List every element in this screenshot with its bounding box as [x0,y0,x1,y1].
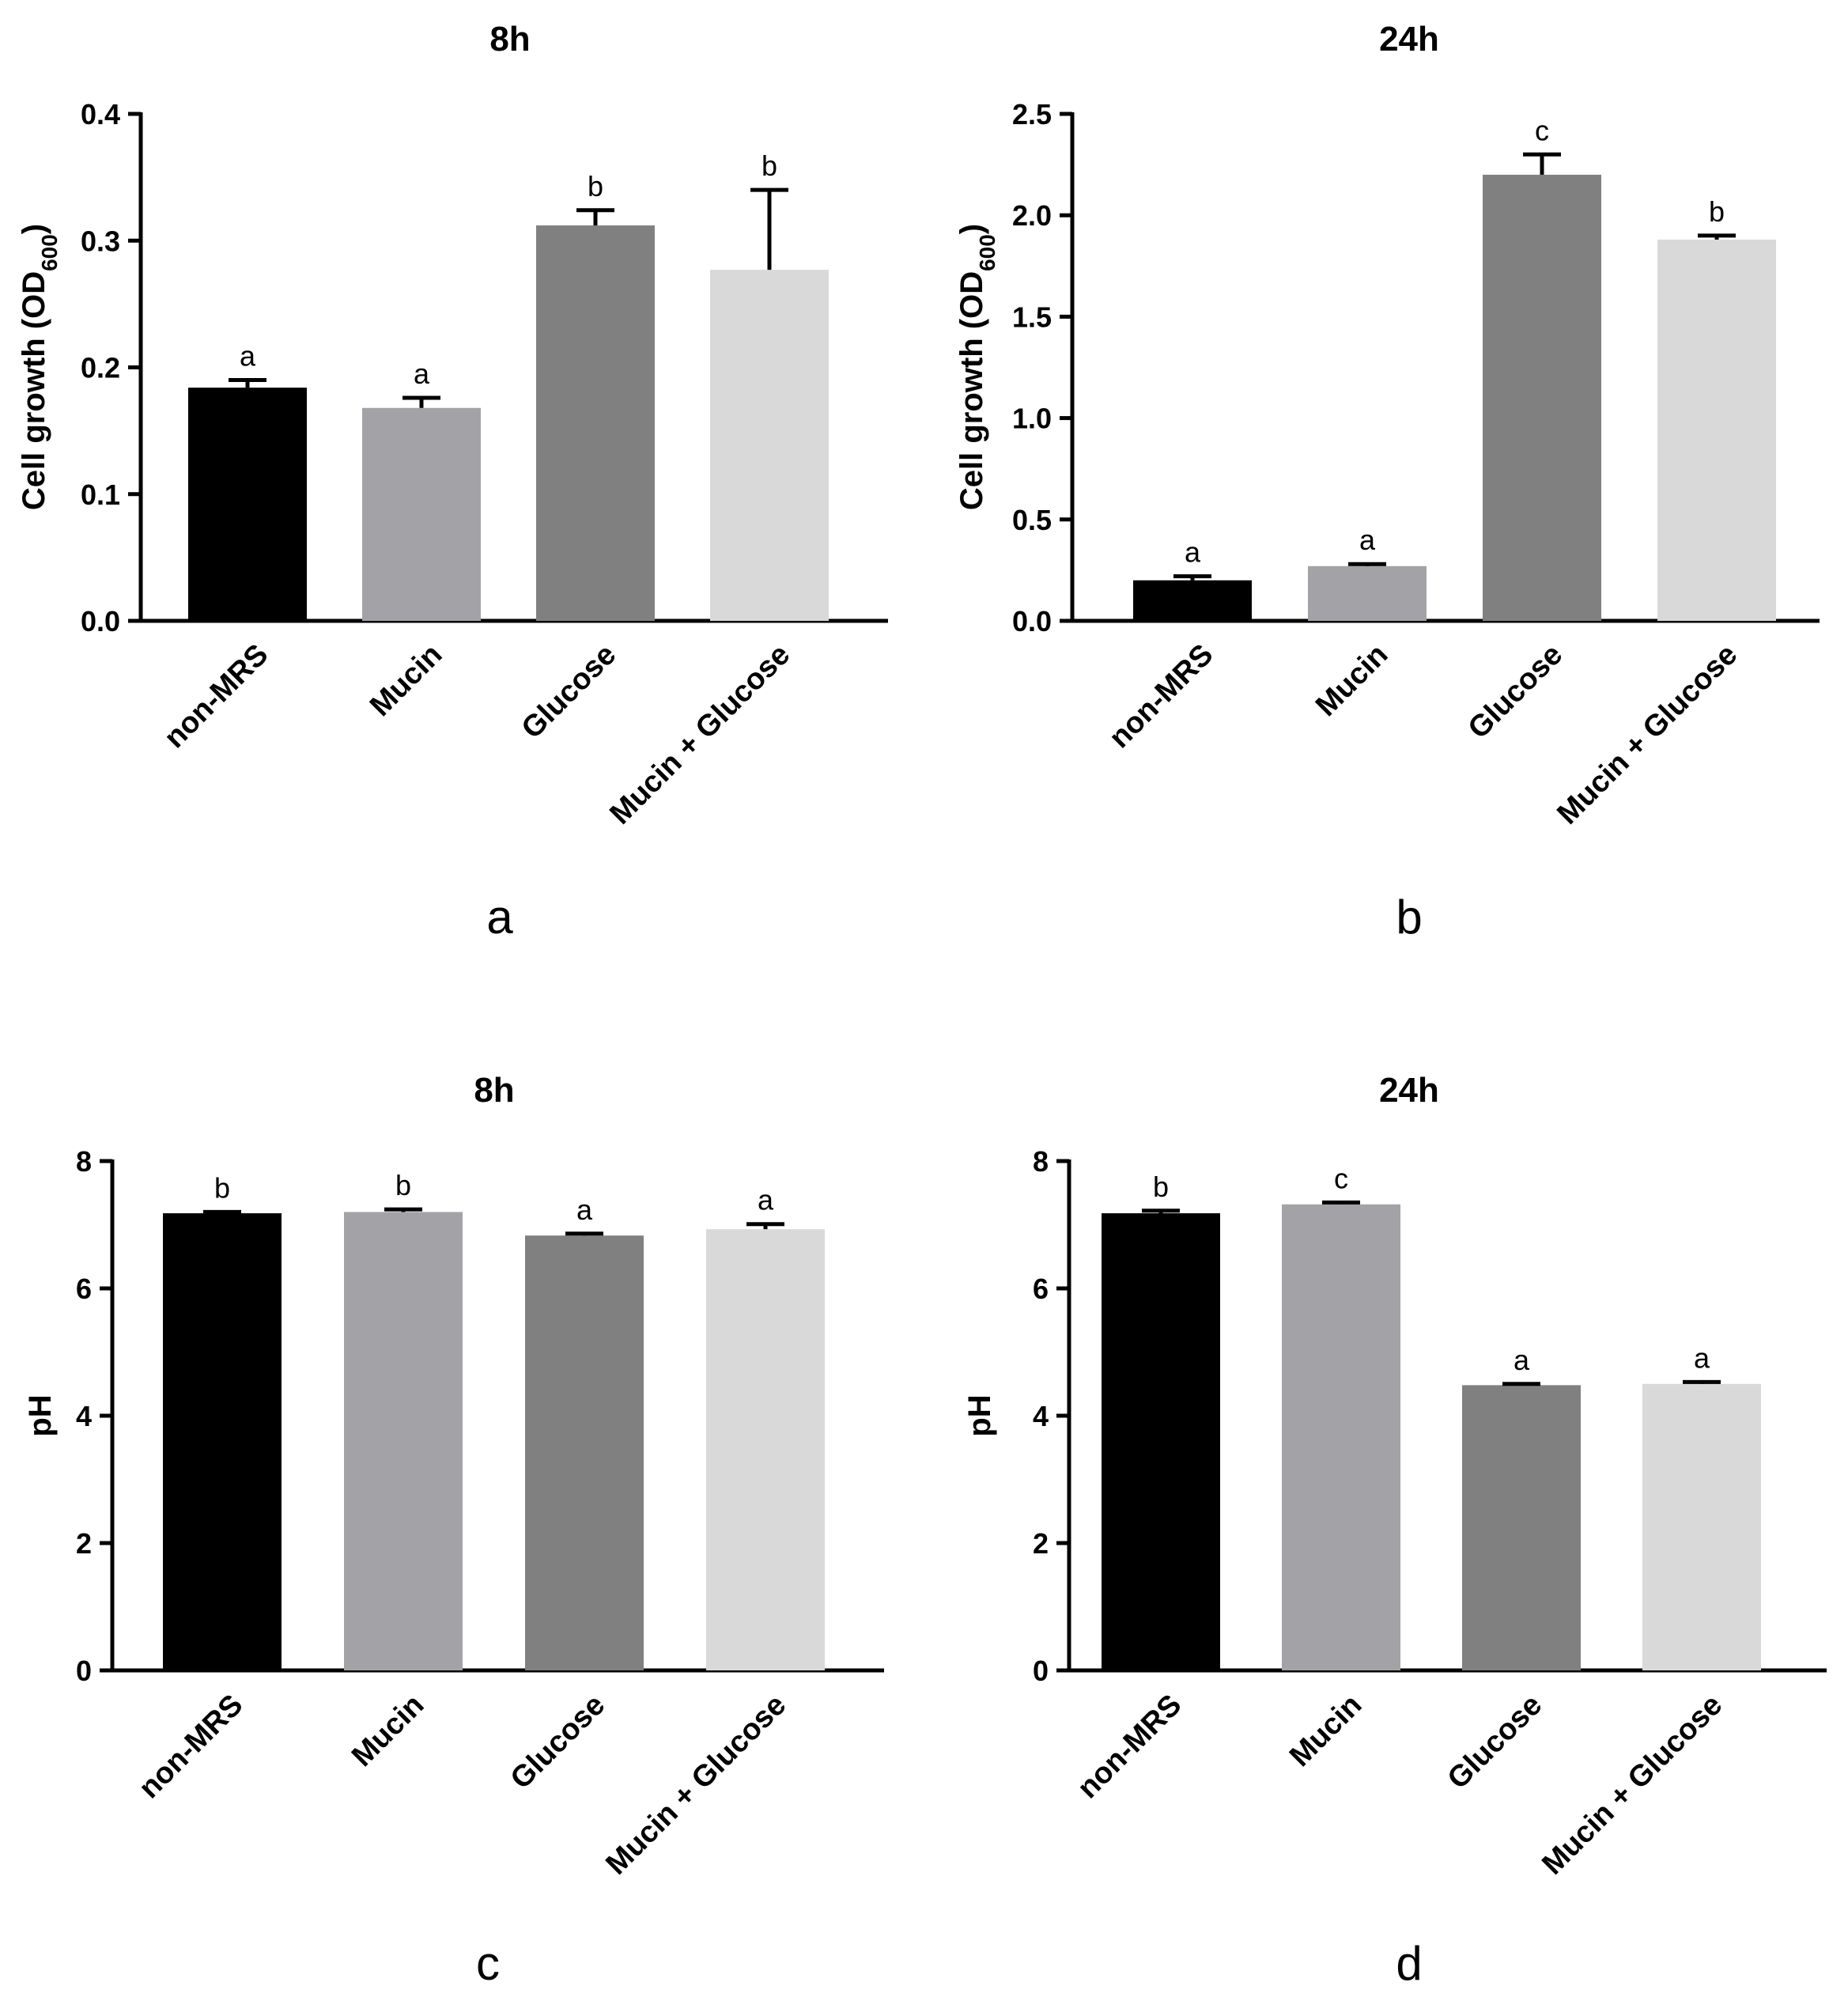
bar-non-mrs [1133,580,1252,621]
y-axis-label-main: Cell growth (OD [17,271,51,510]
chart-panel-c: 8h 0 2 4 6 8 pH b non-MRS b Mucin a Glucose a Mucin + … [23,1071,884,1990]
category-label: non-MRS [158,638,275,755]
y-tick-label: 2 [1033,1527,1049,1560]
chart-title: 24h [1379,1071,1439,1110]
y-axis-label-end: ) [954,224,989,234]
y-tick-label: 1.0 [1012,403,1052,435]
y-tick-label: 0 [76,1655,92,1687]
significance-label: a [414,357,430,390]
y-axis-label: Cell growth (OD600) [954,224,1000,510]
y-axis-label-main: Cell growth (OD [954,271,989,510]
significance-label: c [1535,114,1549,146]
category-label: Mucin [1309,638,1394,723]
chart-title: 24h [1379,20,1439,59]
significance-label: a [576,1193,593,1226]
bar-mucin-glucose [1657,239,1776,621]
y-axis-label: pH [23,1394,58,1436]
significance-label: a [1514,1344,1530,1376]
category-label: Mucin + Glucose [603,638,796,831]
significance-label: c [1334,1162,1348,1194]
chart-panel-d: 24h 0 2 4 6 8 pH b non-MRS c Mucin a Glucose a Mucin +… [962,1071,1827,1990]
y-tick-label: 0.3 [81,225,120,257]
y-axis-label-subscript: 600 [975,234,1000,271]
category-label: Glucose [1442,1689,1549,1796]
chart-title: 8h [474,1071,514,1110]
y-tick-label: 2.0 [1012,199,1052,232]
significance-label: b [395,1169,411,1201]
category-label: Mucin + Glucose [599,1689,792,1882]
y-tick-label: 8 [1033,1145,1049,1178]
panel-label: d [1396,1937,1422,1990]
significance-label: a [1359,524,1376,556]
y-tick-label: 0.1 [81,478,120,511]
y-tick-label: 2 [76,1527,92,1560]
bar-glucose [525,1235,644,1670]
y-axis-label-main: pH [23,1394,58,1436]
category-label: non-MRS [1071,1689,1189,1806]
category-label: non-MRS [1103,638,1220,755]
significance-label: b [1709,195,1725,228]
significance-label: a [758,1184,774,1216]
y-tick-label: 0.2 [81,352,120,384]
bar-mucin-glucose [706,1229,825,1670]
bar-non-mrs [163,1213,282,1670]
significance-label: a [240,340,256,373]
category-label: Glucose [516,638,623,746]
y-axis-label: Cell growth (OD600) [17,224,62,510]
chart-title: 8h [489,20,530,59]
bar-glucose [1462,1385,1581,1670]
bar-mucin [1282,1204,1400,1670]
bar-mucin-glucose [710,270,829,621]
bar-non-mrs [1102,1213,1220,1670]
y-tick-label: 8 [76,1145,92,1178]
significance-label: b [588,170,603,202]
y-axis-label: pH [962,1394,997,1436]
y-tick-label: 0.0 [81,605,120,637]
category-label: Glucose [505,1689,612,1796]
y-tick-label: 6 [1033,1273,1049,1305]
y-tick-label: 0.0 [1012,605,1052,637]
category-label: Mucin [346,1689,430,1773]
y-tick-label: 6 [76,1273,92,1305]
significance-label: b [761,149,777,182]
significance-label: b [214,1171,230,1204]
bar-glucose [1483,174,1601,622]
bar-glucose [536,225,655,621]
bar-non-mrs [188,388,307,621]
category-label: Glucose [1462,638,1570,746]
y-tick-label: 4 [76,1400,92,1432]
y-tick-label: 0 [1033,1655,1049,1687]
bar-mucin [344,1212,463,1670]
panel-label: a [486,891,513,944]
y-tick-label: 0.4 [81,98,120,130]
bar-mucin-glucose [1642,1383,1761,1670]
y-tick-label: 2.5 [1012,98,1052,130]
category-label: Mucin [1283,1689,1368,1773]
y-axis-label-subscript: 600 [37,234,62,271]
chart-panel-b: 24h 0.0 0.5 1.0 1.5 2.0 2.5 Cell growth (OD600)… [954,20,1820,944]
significance-label: b [1153,1171,1169,1203]
y-axis-label-end: ) [17,224,51,234]
bar-mucin [362,407,481,621]
significance-label: a [1185,536,1201,569]
category-label: Mucin + Glucose [1536,1689,1729,1882]
category-label: Mucin + Glucose [1551,638,1744,831]
y-tick-label: 4 [1033,1400,1049,1432]
category-label: Mucin [364,638,448,723]
category-label: non-MRS [133,1689,250,1806]
significance-label: a [1694,1341,1710,1374]
panel-label: b [1396,891,1422,944]
y-tick-label: 1.5 [1012,301,1052,333]
bar-mucin [1308,566,1427,621]
y-tick-label: 0.5 [1012,504,1052,536]
panel-label: c [476,1937,500,1990]
chart-panel-a: 8h 0.0 0.1 0.2 0.3 0.4 Cell growth (OD600) a non… [17,20,888,944]
y-axis-label-main: pH [962,1394,997,1436]
